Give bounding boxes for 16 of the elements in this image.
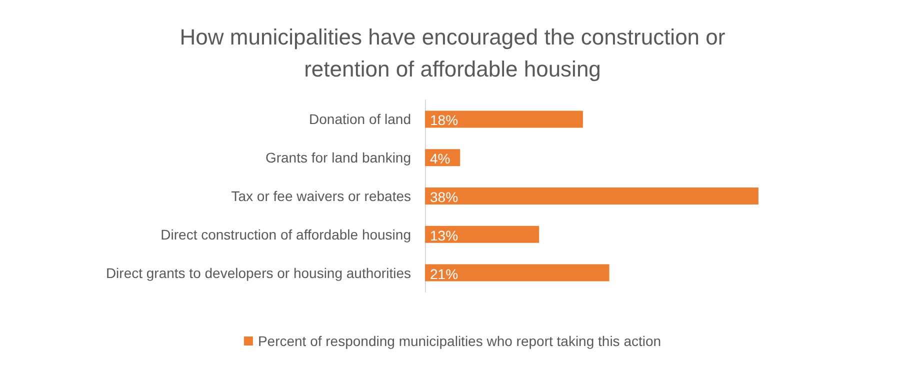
y-tick-label: Tax or fee waivers or rebates: [231, 188, 411, 204]
data-label: 18%: [430, 112, 458, 128]
y-tick-label: Donation of land: [309, 111, 411, 128]
data-label: 4%: [430, 150, 450, 167]
data-label: 38%: [430, 189, 458, 205]
data-label: 13%: [430, 227, 458, 244]
data-label: 21%: [430, 266, 458, 282]
y-tick-label: Grants for land banking: [265, 150, 411, 166]
bar: [425, 226, 540, 243]
bar: [425, 110, 583, 128]
chart-title: How municipalities have encouraged the construction or retention of affordable housing: [180, 24, 726, 82]
y-tick-label: Direct construction of affordable housing: [160, 226, 411, 242]
bar: [425, 188, 758, 204]
bar: [425, 264, 610, 282]
legend-label: Percent of responding municipalities who report taking this action: [258, 333, 662, 349]
y-tick-label: Direct grants to developers or housing authorities: [106, 264, 411, 281]
